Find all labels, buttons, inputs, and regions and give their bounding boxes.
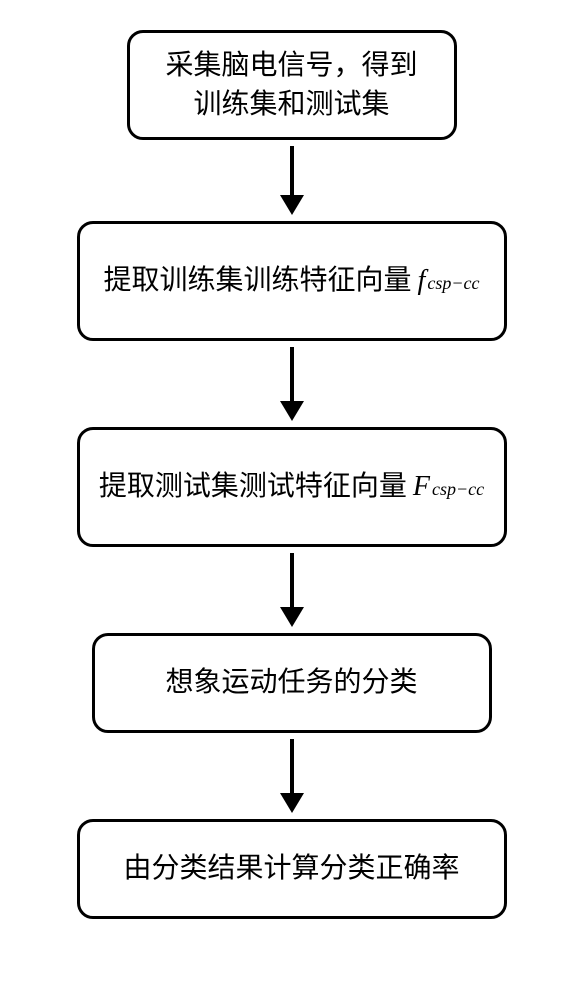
node-1-line-1: 采集脑电信号，得到 (165, 46, 417, 85)
arrow-2 (280, 347, 304, 421)
node-3-variable: F (413, 467, 430, 506)
arrow-3-head (280, 607, 304, 627)
node-2-content: 提取训练集训练特征向量 f csp−cc (104, 261, 480, 300)
node-5-line-1: 由分类结果计算分类正确率 (123, 849, 459, 888)
arrow-3-line (290, 553, 294, 608)
arrow-4-line (290, 739, 294, 794)
arrow-2-head (280, 401, 304, 421)
arrow-3 (280, 553, 304, 627)
flowchart-node-3: 提取测试集测试特征向量 F csp−cc (77, 427, 507, 547)
arrow-4-head (280, 793, 304, 813)
node-4-line-1: 想象运动任务的分类 (165, 663, 417, 702)
node-3-subscript: csp−cc (432, 477, 484, 502)
flowchart-node-4: 想象运动任务的分类 (92, 633, 492, 733)
node-1-line-2: 训练集和测试集 (193, 85, 389, 124)
flowchart-node-1: 采集脑电信号，得到 训练集和测试集 (127, 30, 457, 140)
flowchart-node-2: 提取训练集训练特征向量 f csp−cc (77, 221, 507, 341)
node-2-prefix: 提取训练集训练特征向量 (104, 261, 412, 300)
arrow-2-line (290, 347, 294, 402)
node-3-content: 提取测试集测试特征向量 F csp−cc (99, 467, 484, 506)
arrow-4 (280, 739, 304, 813)
node-2-variable: f (418, 261, 426, 300)
arrow-1-line (290, 146, 294, 196)
arrow-1 (280, 146, 304, 215)
arrow-1-head (280, 195, 304, 215)
flowchart-node-5: 由分类结果计算分类正确率 (77, 819, 507, 919)
node-2-subscript: csp−cc (427, 271, 479, 296)
node-3-prefix: 提取测试集测试特征向量 (99, 467, 407, 506)
